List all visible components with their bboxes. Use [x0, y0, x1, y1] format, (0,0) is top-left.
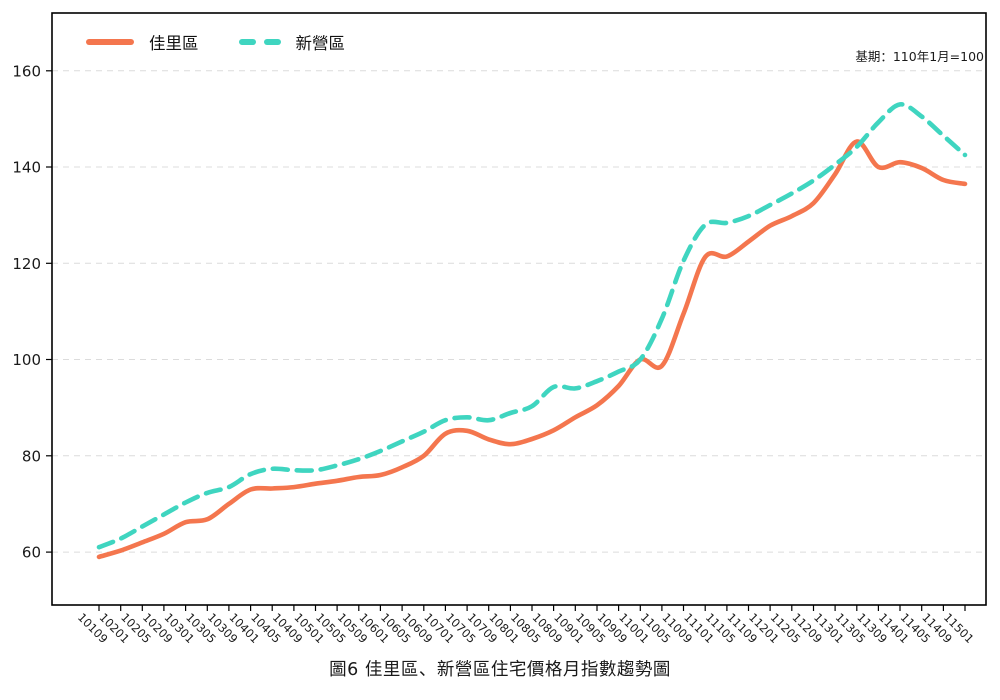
plot-border	[51, 12, 987, 606]
legend-item-jiali: 佳里區	[86, 30, 199, 54]
xinying-dash-2	[263, 39, 281, 45]
jiali-legend-label: 佳里區	[149, 34, 199, 53]
xinying-legend-label: 新營區	[295, 34, 346, 53]
legend: 佳里區 新營區	[86, 30, 345, 54]
base-period-note: 基期：110年1月=100	[855, 49, 984, 64]
y-axis-label: 160	[12, 62, 41, 80]
jiali-series-line	[96, 139, 968, 560]
legend-item-xinying: 新營區	[238, 30, 346, 54]
xinying-dash-1	[238, 39, 256, 45]
jiali-line-swatch	[86, 39, 134, 45]
y-axis-label: 140	[12, 159, 41, 177]
y-axis-label: 60	[22, 544, 41, 562]
chart-title: 圖6 佳里區、新營區住宅價格月指數趨勢圖	[329, 660, 671, 680]
xinying-line-swatch	[238, 39, 281, 45]
xinying-series-line	[96, 102, 968, 550]
y-axis-label: 120	[12, 255, 41, 273]
y-axis-label: 80	[22, 447, 41, 465]
y-axis-label: 100	[12, 351, 41, 369]
